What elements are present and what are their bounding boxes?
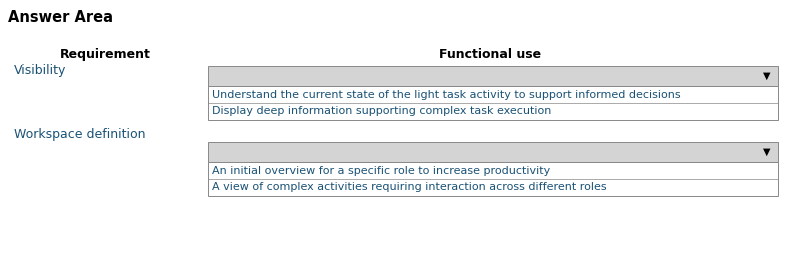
Text: Understand the current state of the light task activity to support informed deci: Understand the current state of the ligh… [212,90,681,100]
Text: Answer Area: Answer Area [8,10,113,25]
Text: Workspace definition: Workspace definition [14,128,146,141]
FancyBboxPatch shape [208,86,778,120]
FancyBboxPatch shape [208,162,778,196]
Text: Display deep information supporting complex task execution: Display deep information supporting comp… [212,107,552,117]
Text: An initial overview for a specific role to increase productivity: An initial overview for a specific role … [212,165,550,175]
Text: ▼: ▼ [764,147,771,157]
Text: ▼: ▼ [764,71,771,81]
Text: Requirement: Requirement [60,48,151,61]
Text: A view of complex activities requiring interaction across different roles: A view of complex activities requiring i… [212,182,607,192]
FancyBboxPatch shape [208,142,778,162]
FancyBboxPatch shape [208,66,778,86]
Text: Functional use: Functional use [439,48,541,61]
Text: Visibility: Visibility [14,64,66,77]
